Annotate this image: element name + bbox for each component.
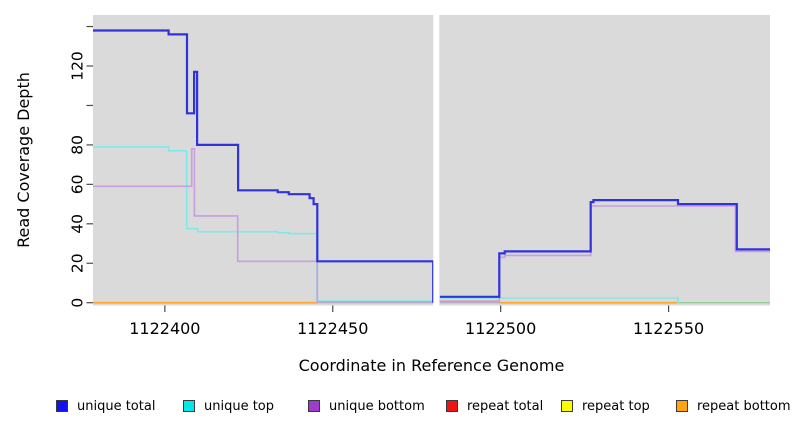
x-tick-label: 1122450 — [297, 319, 368, 338]
series-line-unique-total — [439, 199, 770, 298]
legend-label: unique total — [77, 398, 156, 414]
legend-item-repeat-top: repeat top — [561, 398, 650, 414]
legend-label: repeat bottom — [697, 398, 791, 414]
legend-swatch-repeat-top — [561, 400, 573, 412]
x-axis-title: Coordinate in Reference Genome — [298, 356, 565, 375]
x-tick-label: 1122500 — [465, 319, 536, 338]
y-axis-title: Read Coverage Depth — [14, 72, 33, 248]
legend-item-unique-top: unique top — [183, 398, 274, 414]
y-tick-label: 40 — [68, 214, 86, 234]
y-tick-label: 20 — [68, 253, 86, 273]
series-line-unique-bottom — [93, 148, 434, 303]
legend-item-unique-bottom: unique bottom — [308, 398, 425, 414]
x-tick-label: 1122400 — [129, 319, 200, 338]
legend-label: unique top — [204, 398, 275, 414]
y-tick-label: 0 — [68, 298, 86, 308]
panel-gap — [433, 15, 440, 306]
y-tick-label: 120 — [68, 51, 86, 81]
series-line-unique-top — [439, 297, 680, 304]
y-tick-label: 80 — [68, 135, 86, 155]
legend-item-unique-total: unique total — [56, 398, 155, 414]
legend-label: unique bottom — [329, 398, 425, 414]
legend-item-repeat-total: repeat total — [446, 398, 543, 414]
plot-panel — [93, 15, 770, 306]
legend-item-repeat-bottom: repeat bottom — [676, 398, 791, 414]
legend-swatch-unique-total — [56, 400, 68, 412]
y-tick-label: 60 — [68, 174, 86, 194]
legend-label: repeat total — [467, 398, 544, 414]
legend-swatch-unique-bottom — [308, 400, 320, 412]
legend-swatch-repeat-total — [446, 400, 458, 412]
legend: unique total unique top unique bottom repea… — [0, 398, 792, 418]
legend-label: repeat top — [582, 398, 650, 414]
legend-swatch-repeat-bottom — [676, 400, 688, 412]
legend-swatch-unique-top — [183, 400, 195, 412]
series-line-unique-total — [93, 29, 435, 303]
x-tick-label: 1122550 — [633, 319, 704, 338]
